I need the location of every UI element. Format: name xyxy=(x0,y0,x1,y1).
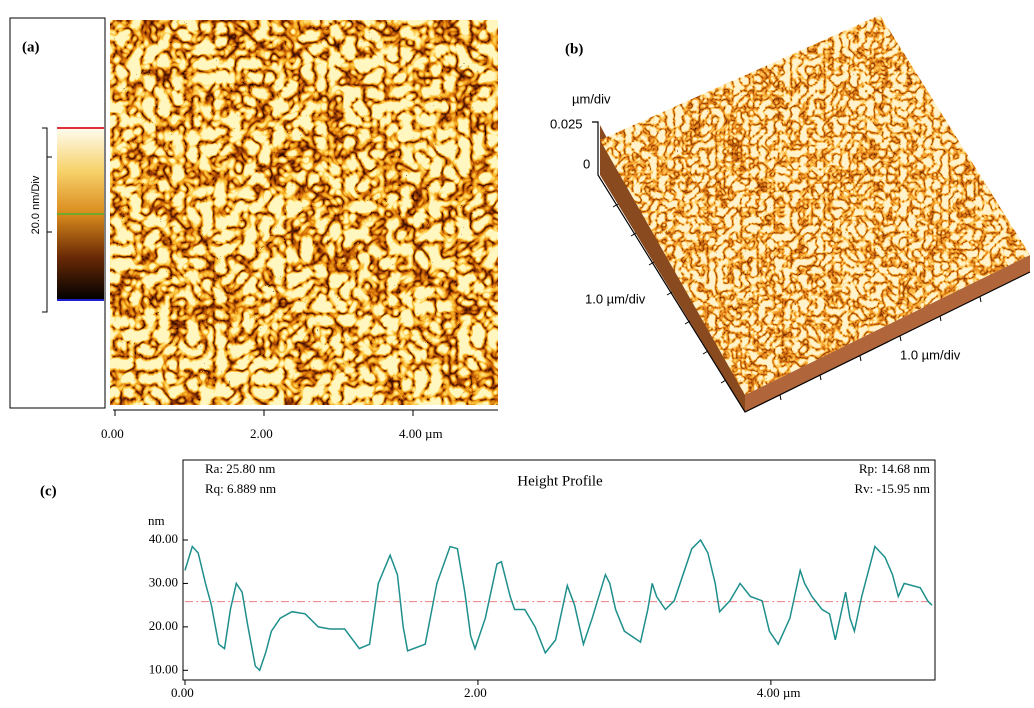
colorbar-label: 20.0 nm/Div xyxy=(30,175,42,234)
x-tick-label: 2.00 xyxy=(464,685,487,700)
x-tick-label: 0.00 xyxy=(171,685,194,700)
y-tick-label: 20.00 xyxy=(149,618,178,633)
panel-b: (b) µm/div 0.025 0 1.0 µm/div 1.0 µm/div xyxy=(550,15,1031,413)
afm-image xyxy=(110,20,498,405)
profile-line xyxy=(184,538,933,672)
stat: Rp: 14.68 nm xyxy=(859,461,930,476)
y-axis-label: nm xyxy=(148,513,165,528)
chart-title: Height Profile xyxy=(517,473,603,489)
z-top: 0.025 xyxy=(550,116,583,131)
stat: Rq: 6.889 nm xyxy=(205,481,276,496)
x-tick-label: 2.00 xyxy=(250,426,273,441)
surface-side xyxy=(745,255,1030,412)
chart-frame xyxy=(182,459,936,681)
x-tick-label: 4.00 µm xyxy=(757,685,801,700)
z-zero: 0 xyxy=(583,156,590,171)
axes-3d xyxy=(592,121,1031,413)
y-tick-label: 10.00 xyxy=(149,661,178,676)
panel-a: 20.0 nm/Div (a) 0.00 2.00 4.00 µm xyxy=(9,17,498,441)
panel-label: (a) xyxy=(22,39,40,55)
axis-ticks-3d xyxy=(612,203,982,401)
stat: Rv: -15.95 nm xyxy=(855,481,930,496)
x-tick-label: 4.00 µm xyxy=(399,426,443,441)
y-tick-label: 40.00 xyxy=(149,531,178,546)
y-tick-label: 30.00 xyxy=(149,574,178,589)
surface-3d xyxy=(600,15,1030,395)
colorbar-axis xyxy=(42,127,52,313)
x-tick-label: 0.00 xyxy=(101,426,124,441)
stat: Ra: 25.80 nm xyxy=(205,461,275,476)
x-ticks: 0.00 2.00 4.00 µm xyxy=(101,410,443,441)
panel-c: (c) Height Profile Ra: 25.80 nm Rq: 6.88… xyxy=(40,459,936,700)
y-axis-label: 1.0 µm/div xyxy=(585,291,646,306)
z-unit: µm/div xyxy=(572,91,611,106)
x-axis-label: 1.0 µm/div xyxy=(900,347,961,362)
panel-label: (c) xyxy=(40,483,57,499)
panel-label: (b) xyxy=(565,41,583,57)
